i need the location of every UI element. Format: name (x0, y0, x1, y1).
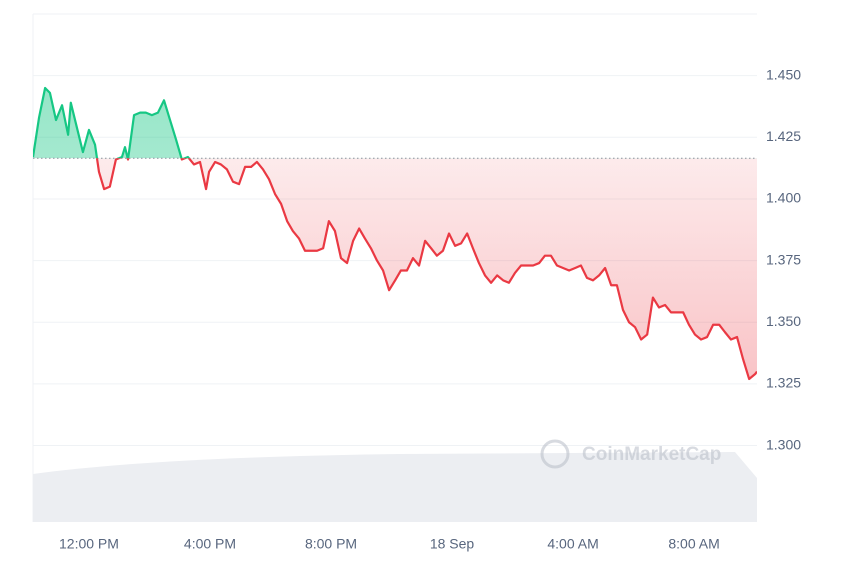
volume-band (33, 452, 757, 522)
x-tick-label: 4:00 AM (547, 536, 598, 552)
y-tick-label: 1.400 (766, 190, 801, 206)
x-tick-label: 18 Sep (430, 536, 475, 552)
x-tick-label: 8:00 AM (668, 536, 719, 552)
x-tick-label: 12:00 PM (59, 536, 119, 552)
watermark: CoinMarketCap (540, 439, 721, 469)
plot (33, 86, 757, 381)
y-tick-label: 1.350 (766, 313, 801, 329)
watermark-logo (540, 439, 570, 469)
y-tick-label: 1.450 (766, 66, 801, 82)
price-line-above (33, 86, 191, 159)
watermark-text: CoinMarketCap (582, 444, 721, 465)
y-tick-label: 1.325 (766, 375, 801, 391)
x-tick-label: 4:00 PM (184, 536, 236, 552)
price-line-below (95, 158, 757, 381)
x-tick-label: 8:00 PM (305, 536, 357, 552)
y-tick-label: 1.425 (766, 128, 801, 144)
y-tick-label: 1.300 (766, 436, 801, 452)
y-tick-label: 1.375 (766, 251, 801, 267)
area-below (96, 158, 757, 379)
